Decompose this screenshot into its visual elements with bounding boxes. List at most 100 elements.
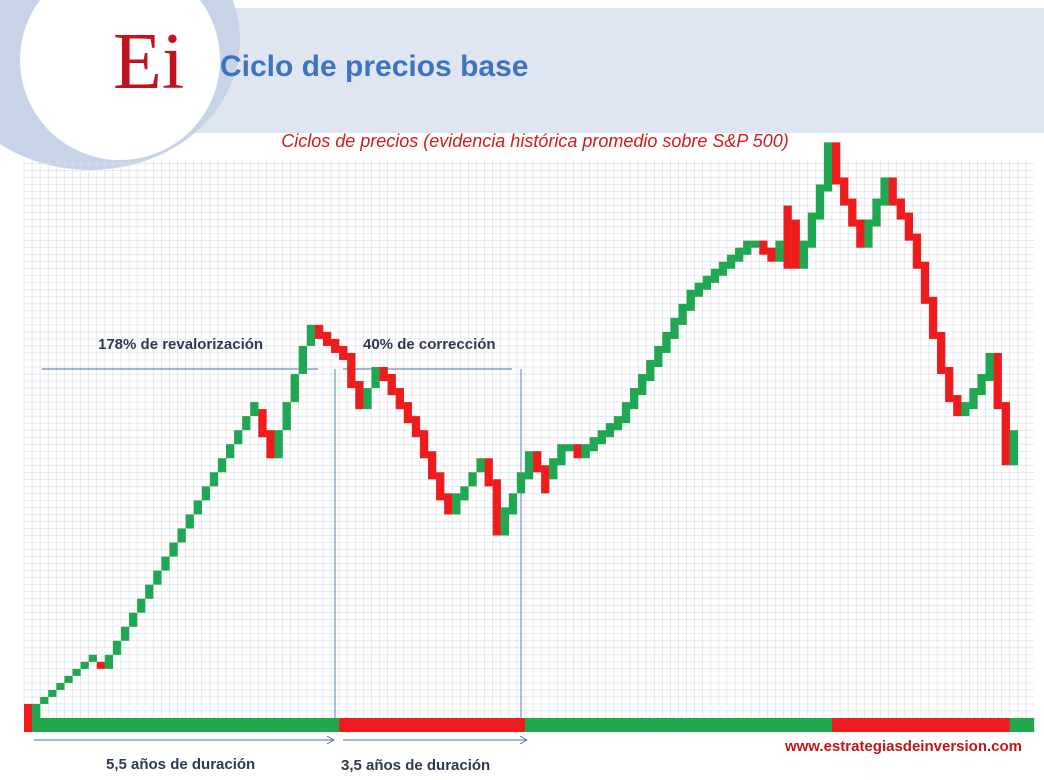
up-column bbox=[282, 402, 291, 431]
up-column bbox=[56, 682, 65, 690]
up-column bbox=[646, 359, 655, 382]
down-column bbox=[96, 661, 105, 669]
bull-phase-segment bbox=[1009, 718, 1035, 732]
up-column bbox=[630, 388, 639, 410]
down-column bbox=[920, 261, 930, 304]
down-column bbox=[444, 493, 453, 515]
up-column bbox=[476, 458, 485, 473]
up-column bbox=[961, 402, 970, 417]
up-column bbox=[694, 282, 703, 297]
decorative-circle-front bbox=[20, 0, 220, 160]
down-column bbox=[896, 198, 905, 220]
up-column bbox=[468, 472, 477, 487]
correction-duration-label: 3,5 años de duración bbox=[341, 757, 491, 774]
correction-duration-arrowhead bbox=[519, 735, 528, 745]
up-column bbox=[581, 444, 590, 459]
down-column bbox=[411, 416, 421, 438]
down-column bbox=[403, 402, 413, 424]
rise-duration-label: 5,5 años de duración bbox=[106, 756, 256, 773]
up-column bbox=[500, 507, 509, 536]
down-column bbox=[767, 247, 776, 262]
up-column bbox=[217, 458, 227, 473]
up-column bbox=[872, 198, 881, 227]
up-column bbox=[460, 486, 469, 501]
up-column bbox=[234, 430, 243, 445]
up-column bbox=[80, 661, 89, 669]
up-column bbox=[670, 317, 679, 339]
up-column bbox=[815, 184, 825, 220]
chart-grid bbox=[23, 160, 1034, 719]
down-column bbox=[840, 177, 849, 206]
down-column bbox=[266, 430, 275, 459]
up-column bbox=[524, 451, 534, 480]
down-column bbox=[387, 374, 396, 396]
down-column bbox=[791, 219, 800, 269]
up-column bbox=[589, 437, 598, 452]
down-column bbox=[379, 367, 388, 382]
down-column bbox=[945, 367, 954, 403]
down-column bbox=[347, 352, 356, 389]
up-column bbox=[274, 430, 283, 459]
price-columns bbox=[24, 142, 1019, 718]
down-column bbox=[541, 465, 550, 494]
up-column bbox=[605, 423, 615, 438]
up-column bbox=[120, 626, 130, 641]
down-column bbox=[856, 219, 865, 248]
down-column bbox=[24, 703, 33, 718]
correction-percentage-label: 40% de corrección bbox=[363, 336, 496, 353]
down-column bbox=[888, 177, 897, 206]
up-column bbox=[654, 345, 663, 367]
down-column bbox=[533, 451, 542, 473]
bear-phase-segment bbox=[24, 718, 33, 732]
up-column bbox=[193, 500, 202, 515]
up-column bbox=[452, 493, 461, 515]
up-column bbox=[726, 254, 736, 269]
up-column bbox=[799, 240, 808, 269]
down-column bbox=[953, 395, 962, 417]
up-column bbox=[250, 402, 259, 417]
website-link[interactable]: www.estrategiasdeinversion.com bbox=[784, 738, 1022, 755]
bear-phase-segment bbox=[339, 718, 526, 732]
down-column bbox=[331, 338, 340, 353]
up-column bbox=[735, 247, 744, 262]
bull-phase-segment bbox=[524, 718, 833, 732]
up-column bbox=[613, 416, 623, 431]
up-column bbox=[145, 584, 154, 599]
chart-title: Ciclos de precios (evidencia histórica p… bbox=[281, 131, 789, 151]
bull-phase-segment bbox=[32, 718, 340, 732]
up-column bbox=[751, 240, 760, 248]
ei-logo: Ei bbox=[113, 18, 185, 106]
up-column bbox=[48, 689, 57, 697]
down-column bbox=[1001, 402, 1010, 466]
down-column bbox=[783, 205, 792, 269]
down-column bbox=[395, 388, 404, 410]
down-column bbox=[993, 352, 1002, 410]
up-column bbox=[823, 142, 833, 192]
up-column bbox=[153, 570, 162, 585]
up-column bbox=[702, 275, 711, 290]
down-column bbox=[339, 345, 348, 360]
down-column bbox=[258, 409, 267, 438]
up-column bbox=[290, 374, 299, 403]
rise-duration-arrowhead bbox=[326, 735, 335, 745]
up-column bbox=[209, 472, 219, 487]
up-column bbox=[516, 472, 526, 494]
up-column bbox=[880, 177, 889, 206]
down-column bbox=[355, 381, 364, 410]
down-column bbox=[419, 430, 429, 459]
phase-bar bbox=[24, 718, 1035, 732]
up-column bbox=[549, 458, 558, 480]
up-column bbox=[226, 444, 235, 459]
down-column bbox=[912, 233, 922, 269]
up-column bbox=[597, 430, 606, 445]
bear-phase-segment bbox=[832, 718, 1010, 732]
down-column bbox=[573, 444, 582, 459]
page-title: Ciclo de precios base bbox=[220, 50, 529, 83]
down-column bbox=[314, 324, 324, 339]
up-column bbox=[129, 612, 138, 627]
guide-lines bbox=[34, 368, 528, 745]
up-column bbox=[64, 675, 73, 683]
down-column bbox=[937, 331, 946, 375]
up-column bbox=[161, 556, 170, 571]
